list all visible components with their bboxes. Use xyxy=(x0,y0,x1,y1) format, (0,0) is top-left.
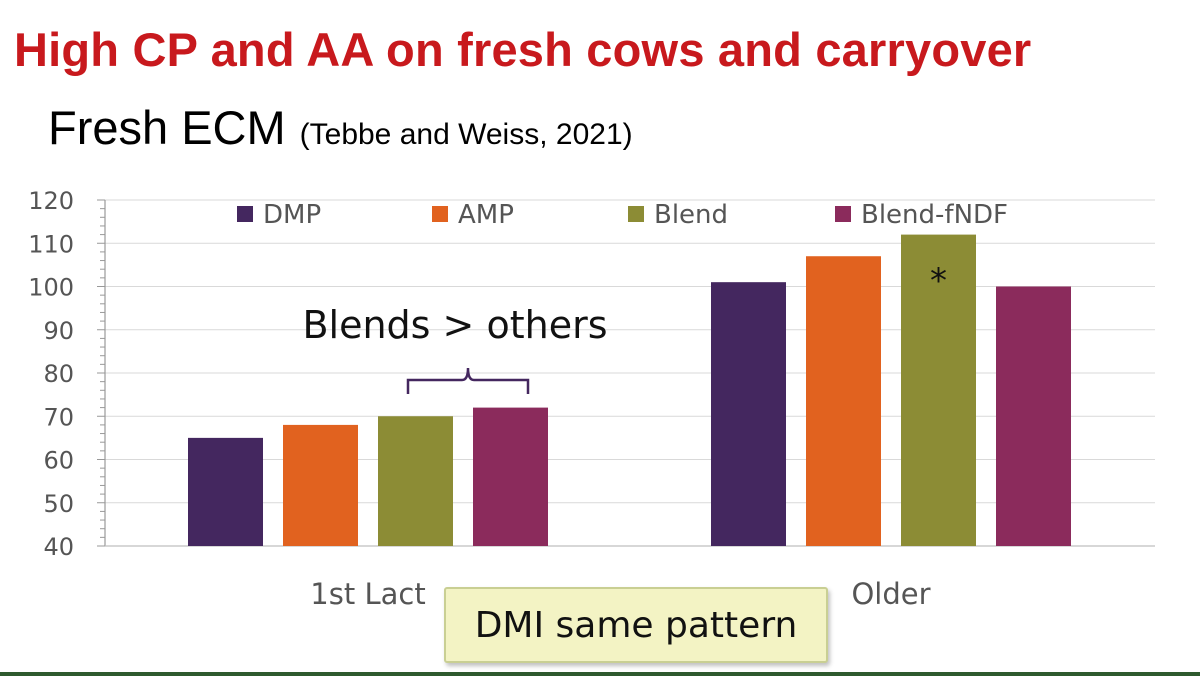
bar-amp-2 xyxy=(806,256,881,546)
y-tick-label: 90 xyxy=(43,317,74,345)
legend-label: DMP xyxy=(263,200,321,230)
bar-dmp-1 xyxy=(188,437,263,546)
y-tick-label: 100 xyxy=(28,274,74,302)
callout-text: DMI same pattern xyxy=(474,604,798,646)
legend-label: Blend xyxy=(654,200,728,230)
legend-swatch xyxy=(628,206,644,222)
legend-swatch xyxy=(432,206,448,222)
bar-blend-fndf-1 xyxy=(473,407,548,546)
annotation-brace xyxy=(406,367,530,394)
y-tick-label: 120 xyxy=(28,187,74,215)
subtitle-main: Fresh ECM xyxy=(48,101,286,154)
y-tick-label: 70 xyxy=(43,403,74,431)
significance-marker: * xyxy=(930,261,947,301)
y-tick-label: 60 xyxy=(43,447,74,475)
legend-swatch xyxy=(835,206,851,222)
x-category-label: 1st Lact xyxy=(310,577,425,611)
y-tick-label: 110 xyxy=(28,230,74,258)
subtitle-citation: (Tebbe and Weiss, 2021) xyxy=(299,118,633,151)
bar-blend-fndf-2 xyxy=(996,286,1071,546)
bar-amp-1 xyxy=(283,424,358,546)
bar-blend-1 xyxy=(378,416,453,546)
callout-box: DMI same pattern xyxy=(444,587,828,663)
x-category-label: Older xyxy=(851,577,930,611)
legend-label: AMP xyxy=(458,200,514,230)
legend-label: Blend-fNDF xyxy=(861,200,1008,230)
y-tick-label: 40 xyxy=(43,533,74,561)
bar-blend-2 xyxy=(901,234,976,546)
annotation-blends-label: Blends > others xyxy=(302,303,607,347)
y-tick-label: 50 xyxy=(43,490,74,518)
legend-swatch xyxy=(237,206,253,222)
slide-title: High CP and AA on fresh cows and carryov… xyxy=(14,23,1032,76)
y-tick-label: 80 xyxy=(43,360,74,388)
slide-frame-edge xyxy=(0,672,1200,676)
slide-subtitle: Fresh ECM (Tebbe and Weiss, 2021) xyxy=(48,100,633,155)
bar-dmp-2 xyxy=(711,282,786,546)
